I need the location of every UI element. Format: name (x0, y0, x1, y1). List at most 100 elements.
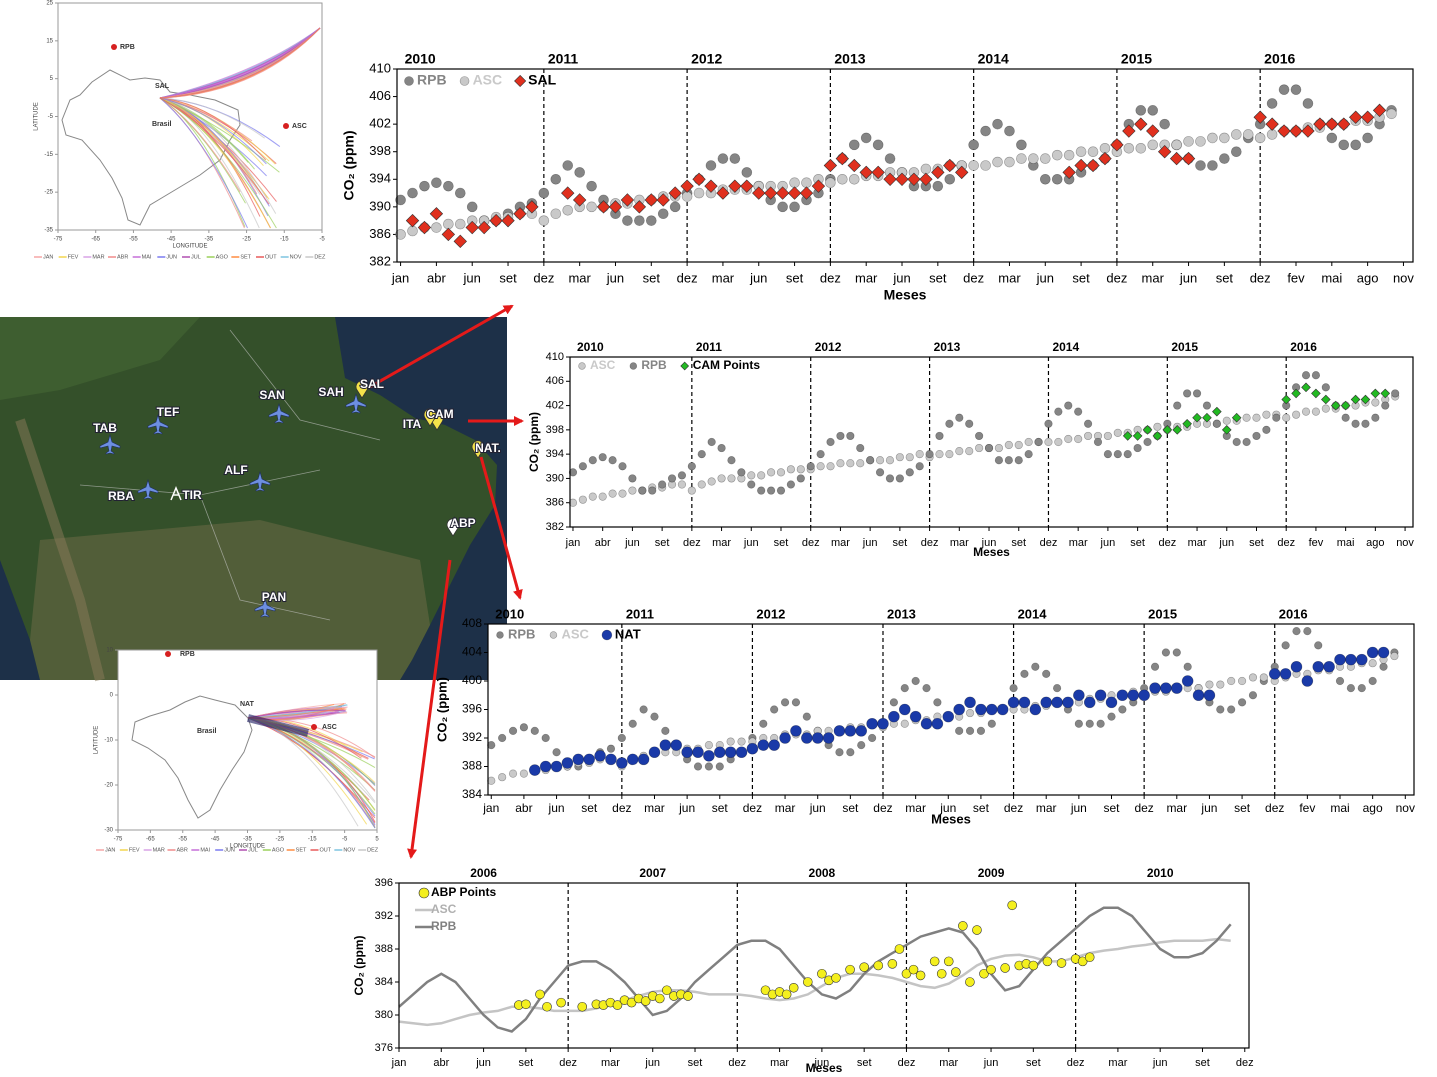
data-point (693, 187, 705, 199)
plot-frame (487, 623, 1415, 796)
data-point (979, 968, 989, 979)
inset-x-tick-label: -5 (342, 837, 348, 843)
data-point (1074, 434, 1083, 444)
borders (79, 329, 381, 621)
data-point (498, 733, 507, 743)
inset-x-tick-label: -15 (308, 837, 317, 843)
year-label: 2010 (577, 340, 604, 354)
legend-swatch (459, 76, 470, 86)
site-pin (471, 440, 485, 459)
x-axis-title: Meses (884, 287, 927, 303)
x-tick-label: mar (1036, 801, 1057, 815)
x-tick-label: mar (1188, 537, 1207, 549)
data-point (1192, 389, 1202, 398)
data-point (443, 218, 454, 230)
data-point (984, 443, 994, 453)
country-outline (131, 695, 253, 819)
x-tick-label: mar (568, 270, 591, 285)
data-point (835, 748, 844, 757)
y-tick-label: 406 (369, 88, 391, 103)
data-point (1029, 703, 1042, 716)
data-point (1340, 400, 1351, 411)
x-tick-label: set (857, 1057, 872, 1069)
tower-icon (170, 486, 182, 501)
data-point (766, 486, 776, 495)
inset-legend-label: JUL (191, 254, 201, 260)
data-point (1004, 156, 1015, 168)
x-tick-label: dez (1134, 801, 1153, 815)
data-point (806, 462, 815, 471)
data-point (692, 172, 706, 186)
data-point (1360, 110, 1375, 124)
data-point (677, 480, 687, 489)
inset-x-tick-label: -25 (242, 237, 251, 243)
data-point (550, 208, 562, 220)
inset-y-tick-label: -15 (44, 152, 53, 158)
airplane-icon (345, 392, 367, 414)
data-point (908, 964, 919, 975)
data-point (1314, 641, 1323, 650)
data-point (632, 200, 647, 214)
data-point (780, 698, 790, 707)
y-tick-label: 406 (546, 375, 564, 387)
inset-y-tick-label: -35 (44, 228, 53, 234)
trajectory (159, 97, 241, 193)
data-point (953, 703, 965, 716)
x-tick-label: mai (1337, 537, 1355, 549)
data-point (757, 471, 766, 480)
data-point (626, 753, 639, 766)
legend-label: RPB (431, 919, 457, 933)
x-tick-label: jun (644, 1057, 660, 1069)
data-point (811, 732, 824, 744)
year-label: 2016 (1264, 51, 1295, 67)
x-tick-label: dez (1106, 270, 1127, 285)
data-point (846, 459, 855, 468)
data-point (872, 139, 884, 151)
x-tick-label: set (786, 270, 804, 285)
data-point (859, 165, 873, 180)
data-point (895, 453, 904, 462)
trajectory (159, 97, 267, 161)
data-point (955, 447, 964, 456)
data-point (972, 925, 982, 935)
data-point (626, 997, 637, 1008)
year-label: 2015 (1121, 51, 1152, 67)
inset-legend-label: JUN (166, 254, 177, 260)
data-point (1024, 450, 1033, 459)
data-point (1321, 394, 1331, 405)
data-point (875, 468, 885, 477)
data-point (737, 468, 746, 477)
data-point (975, 703, 987, 716)
data-point (583, 753, 595, 766)
x-tick-label: jun (463, 270, 481, 285)
inset-y-tick-label: 25 (46, 1, 53, 7)
plot-frame (398, 882, 1250, 1049)
x-tick-label: mar (939, 1057, 958, 1069)
data-point (687, 486, 696, 495)
x-tick-label: set (581, 801, 598, 815)
data-point (1149, 682, 1161, 694)
data-point (541, 733, 550, 743)
data-point (577, 1001, 588, 1012)
data-point (919, 172, 933, 186)
data-point (1113, 428, 1122, 437)
inset-legend-label: MAI (200, 847, 210, 853)
data-point (992, 118, 1003, 130)
data-point (1135, 105, 1147, 116)
data-point (1133, 443, 1142, 453)
data-point (1181, 675, 1194, 687)
inset-y-tick-label: -30 (104, 828, 113, 834)
trajectory (159, 97, 267, 165)
data-point (453, 234, 467, 248)
data-point (868, 733, 877, 743)
x-tick-label: dez (1236, 1057, 1254, 1069)
x-tick-label: set (1216, 270, 1234, 285)
data-point (662, 985, 672, 996)
data-point (1039, 153, 1051, 164)
x-tick-label: jun (981, 537, 997, 549)
year-label: 2012 (756, 606, 785, 621)
inset-legend-label: JUN (224, 847, 235, 853)
y-tick-label: 410 (369, 60, 391, 75)
